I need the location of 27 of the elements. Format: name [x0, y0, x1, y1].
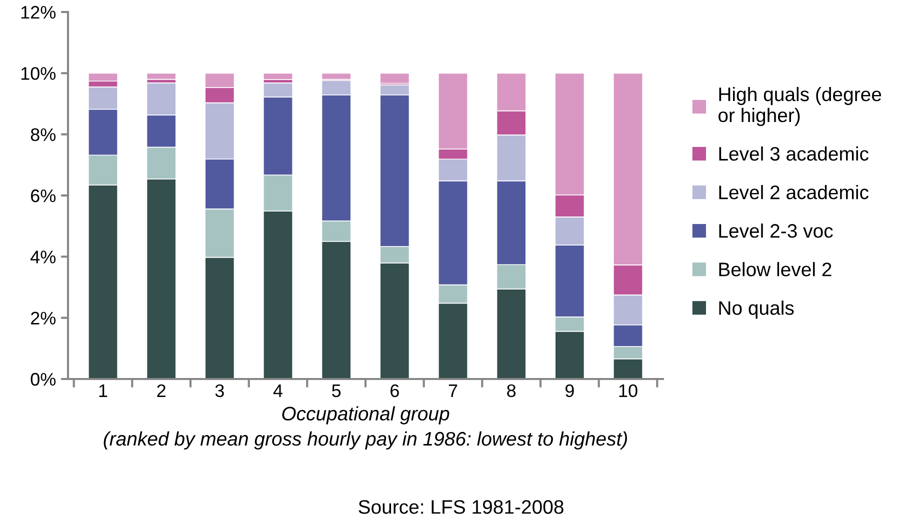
legend-label: High quals (degree or higher) — [718, 86, 882, 126]
legend-label: Level 2 academic — [719, 184, 868, 200]
x-tick-label: 9 — [565, 384, 574, 398]
legend-label: Level 2-3 voc — [719, 224, 833, 238]
x-tick-label: 3 — [215, 384, 224, 398]
x-tick-label: 10 — [619, 384, 638, 398]
x-tick-label: 7 — [448, 384, 458, 397]
x-tick-label: 6 — [390, 384, 399, 398]
x-axis-title: Occupational group (ranked by mean gross hourly pay in 1986: lowest to highest) — [104, 406, 628, 450]
y-tick-label: 8% — [30, 128, 56, 142]
bar — [146, 72, 176, 80]
legend-label: Below level 2 — [719, 262, 832, 276]
legend-label: Level 3 academic — [719, 146, 868, 161]
x-tick-label: 2 — [157, 384, 166, 397]
y-tick-label: 10% — [21, 67, 56, 80]
y-tick-label: 12% — [21, 6, 56, 19]
bar — [262, 72, 294, 80]
x-tick-label: 4 — [273, 384, 282, 397]
y-tick-label: 0% — [30, 372, 56, 386]
source-note: Source: LFS 1981-2008 — [358, 500, 564, 514]
legend-label: No quals — [719, 300, 794, 319]
y-tick-label: 4% — [30, 250, 56, 264]
y-tick-label: 2% — [31, 312, 56, 324]
x-tick-label: 1 — [99, 384, 108, 397]
x-tick-label: 8 — [507, 384, 516, 398]
x-tick-label: 5 — [332, 384, 341, 398]
y-tick-label: 6% — [31, 189, 56, 202]
